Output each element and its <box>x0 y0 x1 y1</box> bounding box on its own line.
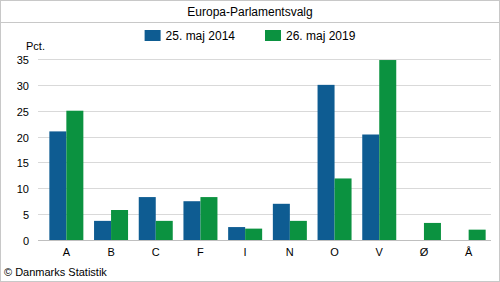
x-tick-label: N <box>286 246 294 258</box>
bar <box>66 111 83 240</box>
bar <box>139 197 156 240</box>
bars <box>49 60 485 240</box>
bar <box>318 85 335 240</box>
bar <box>156 221 173 240</box>
x-tick-label: F <box>197 246 204 258</box>
bar <box>228 227 245 240</box>
frame <box>1 1 500 282</box>
grid-line <box>38 240 491 241</box>
source: © Danmarks Statistik <box>4 266 107 278</box>
x-tick-label: O <box>330 246 339 258</box>
bar <box>245 229 262 240</box>
legend-item: 25. maj 2014 <box>145 29 236 43</box>
bar <box>273 204 290 240</box>
y-axis-label: Pct. <box>26 40 45 52</box>
title: Europa-Parlamentsvalg <box>187 5 312 19</box>
legend: 25. maj 2014 26. maj 2019 <box>145 29 356 43</box>
legend-swatch <box>265 30 281 41</box>
y-tick-label: 10 <box>17 183 29 195</box>
x-tick-label: Å <box>465 246 473 258</box>
bar <box>469 230 486 240</box>
x-tick-label: C <box>152 246 160 258</box>
bar <box>362 135 379 240</box>
x-tick-label: V <box>376 246 384 258</box>
x-tick-label: B <box>107 246 114 258</box>
x-tick-label: Ø <box>420 246 429 258</box>
bar <box>183 201 200 240</box>
x-tick-label: A <box>63 246 71 258</box>
y-tick-label: 20 <box>17 132 29 144</box>
legend-swatch <box>145 30 161 41</box>
grid-line <box>38 162 491 163</box>
legend-label: 26. maj 2019 <box>286 29 356 43</box>
y-tick-label: 5 <box>23 209 29 221</box>
bar <box>200 197 217 240</box>
y-tick-label: 25 <box>17 106 29 118</box>
y-tick-label: 0 <box>23 235 29 247</box>
legend-label: 25. maj 2014 <box>166 29 236 43</box>
bar <box>94 221 111 240</box>
grid-line <box>38 137 491 138</box>
bar <box>290 221 307 240</box>
bar <box>424 223 441 240</box>
y-tick-label: 30 <box>17 80 29 92</box>
bar <box>49 131 66 240</box>
y-tick-label: 15 <box>17 157 29 169</box>
bar <box>111 210 128 240</box>
grid-line <box>38 59 491 60</box>
x-tick-label: I <box>244 246 247 258</box>
x-axis-line <box>38 240 491 241</box>
bar <box>379 60 396 240</box>
grid-line <box>38 111 491 112</box>
grid-line <box>38 188 491 189</box>
grid-line <box>38 214 491 215</box>
title-box <box>1 1 500 23</box>
bar <box>335 178 352 240</box>
legend-item: 26. maj 2019 <box>265 29 356 43</box>
grid-line <box>38 85 491 86</box>
y-tick-label: 35 <box>17 54 29 66</box>
